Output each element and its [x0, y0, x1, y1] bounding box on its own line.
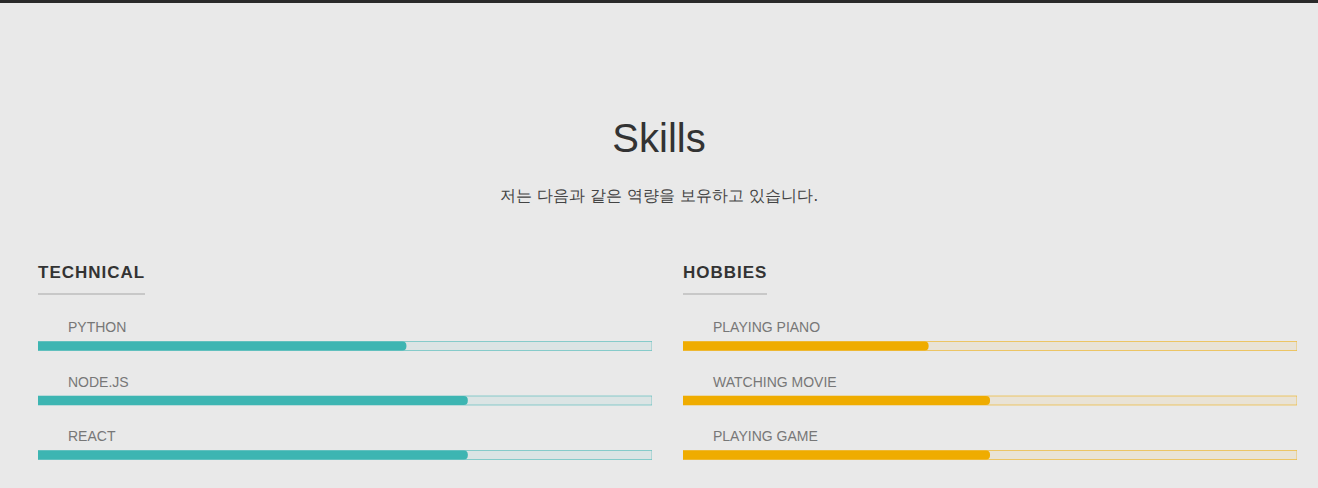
html-text:저는 다음과 같은 역량을 보유하고 있습니다.: 저는 다음과 같은 역량을 보유하고 있습니다. [499, 186, 819, 205]
svg-text:PYTHON: PYTHON [68, 319, 126, 335]
svg-text:REACT: REACT [68, 428, 116, 444]
svg-text:WATCHING MOVIE: WATCHING MOVIE [713, 374, 837, 390]
html-text:TECHNICAL: TECHNICAL [38, 263, 146, 282]
svg-text:NODE.JS: NODE.JS [68, 374, 129, 390]
svg-text:PLAYING PIANO: PLAYING PIANO [713, 319, 820, 335]
svg-text:PLAYING GAME: PLAYING GAME [713, 428, 818, 444]
html-text:Skills: Skills [612, 116, 706, 160]
html-text:HOBBIES: HOBBIES [683, 263, 768, 282]
